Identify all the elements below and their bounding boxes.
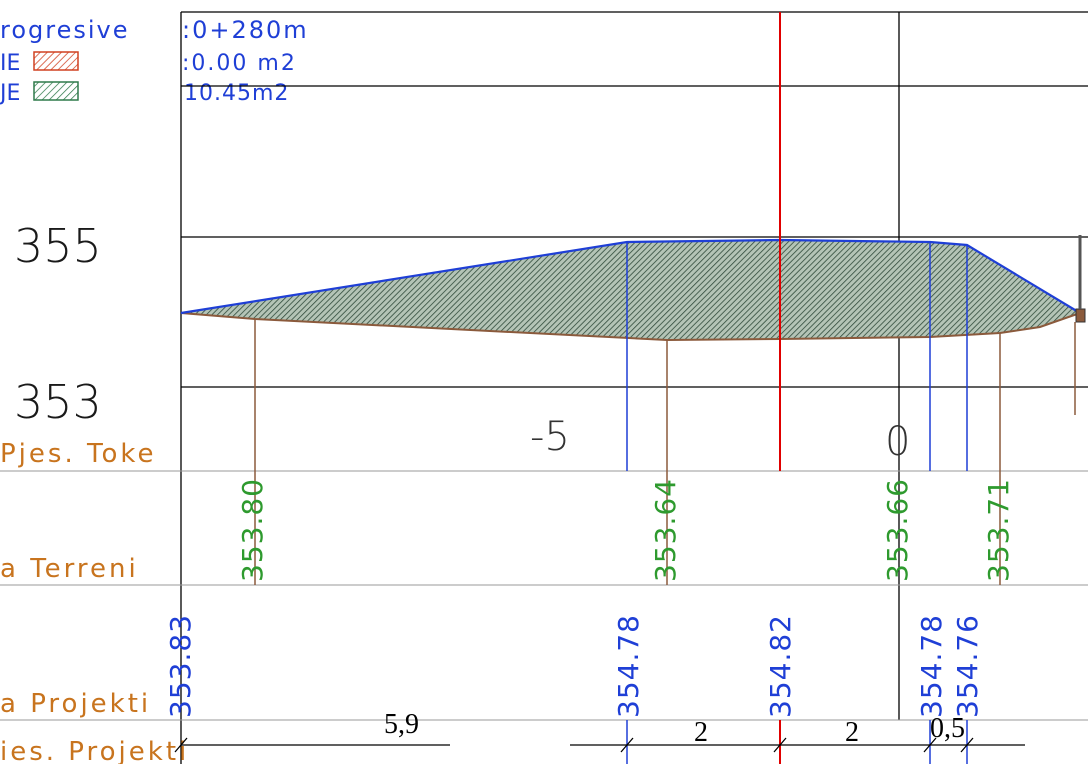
section-grid (180, 11, 1088, 764)
elevation-label-353: 353 (14, 375, 102, 429)
distance-value-4: 0,5 (930, 713, 965, 744)
chainage-value: :0+280m (182, 16, 309, 44)
design-elevation-4: 354.78 (915, 614, 948, 718)
band-dividers (0, 470, 1088, 721)
elevation-label-355: 355 (14, 219, 102, 273)
offset-label-minus5: -5 (530, 414, 570, 460)
terrain-elevation-4: 353.71 (982, 478, 1015, 582)
terrain-elevation-1: 353.80 (236, 478, 269, 582)
terrain-line (180, 312, 1081, 342)
design-elevation-2: 354.78 (612, 614, 645, 718)
row-label-terrain-elevations: a Terreni (0, 554, 139, 584)
distance-values: 5,9 2 2 0,5 (384, 709, 965, 748)
distance-dimension-line (174, 737, 1025, 753)
row-label-design-elevations: a Projekti (0, 689, 151, 719)
terrain-elevation-3: 353.66 (881, 478, 914, 582)
fill-hatch-swatch (33, 81, 79, 101)
row-label-design-distances: ies. Projekti (0, 737, 189, 764)
terrain-leaders (254, 319, 1001, 585)
design-leaders (626, 242, 968, 471)
design-elevation-5: 354.76 (951, 614, 984, 718)
fill-area-hatch (181, 240, 1080, 340)
cut-area-label: IE (0, 51, 20, 76)
offset-label-0: 0 (885, 419, 910, 465)
design-elevation-1: 353.83 (164, 614, 197, 718)
fill-area-label: JE (0, 81, 20, 106)
distance-value-1: 5,9 (384, 709, 419, 740)
fill-area-value: 10.45m2 (184, 81, 289, 106)
terrain-elevation-values: 353.80 353.64 353.66 353.71 (236, 478, 1015, 582)
cut-hatch-swatch (33, 51, 79, 71)
chainage-label: rogresive (0, 16, 130, 44)
design-line (180, 238, 1081, 315)
design-elevation-values: 353.83 354.78 354.82 354.78 354.76 (164, 614, 984, 718)
distance-value-2: 2 (694, 717, 708, 748)
design-elevation-3: 354.82 (764, 614, 797, 718)
edge-marker (1075, 308, 1086, 323)
distance-value-3: 2 (845, 717, 859, 748)
design-leaders-lower (626, 720, 968, 764)
row-label-terrain-distances: Pjes. Toke (0, 439, 156, 469)
terrain-elevation-2: 353.64 (649, 478, 682, 582)
cut-area-value: :0.00 m2 (182, 51, 297, 76)
